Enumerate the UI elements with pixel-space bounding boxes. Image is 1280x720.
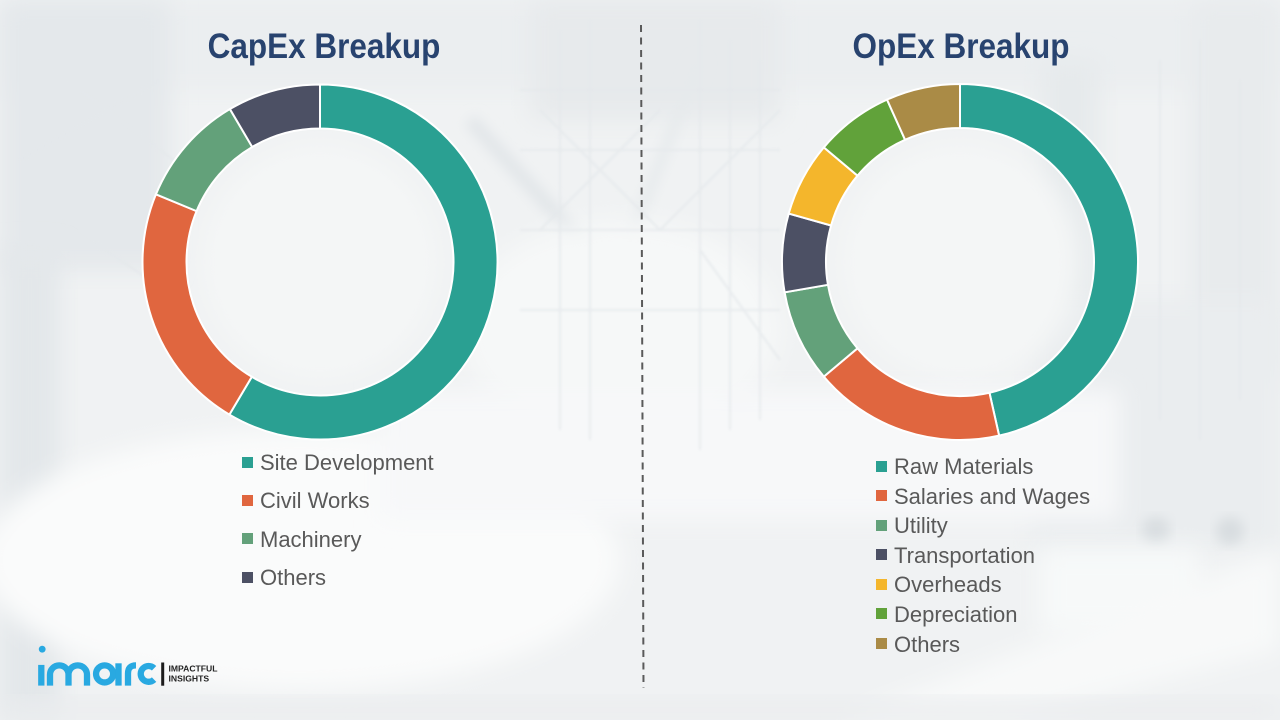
svg-text:INSIGHTS: INSIGHTS <box>169 674 210 684</box>
svg-text:IMPACTFUL: IMPACTFUL <box>169 664 218 674</box>
